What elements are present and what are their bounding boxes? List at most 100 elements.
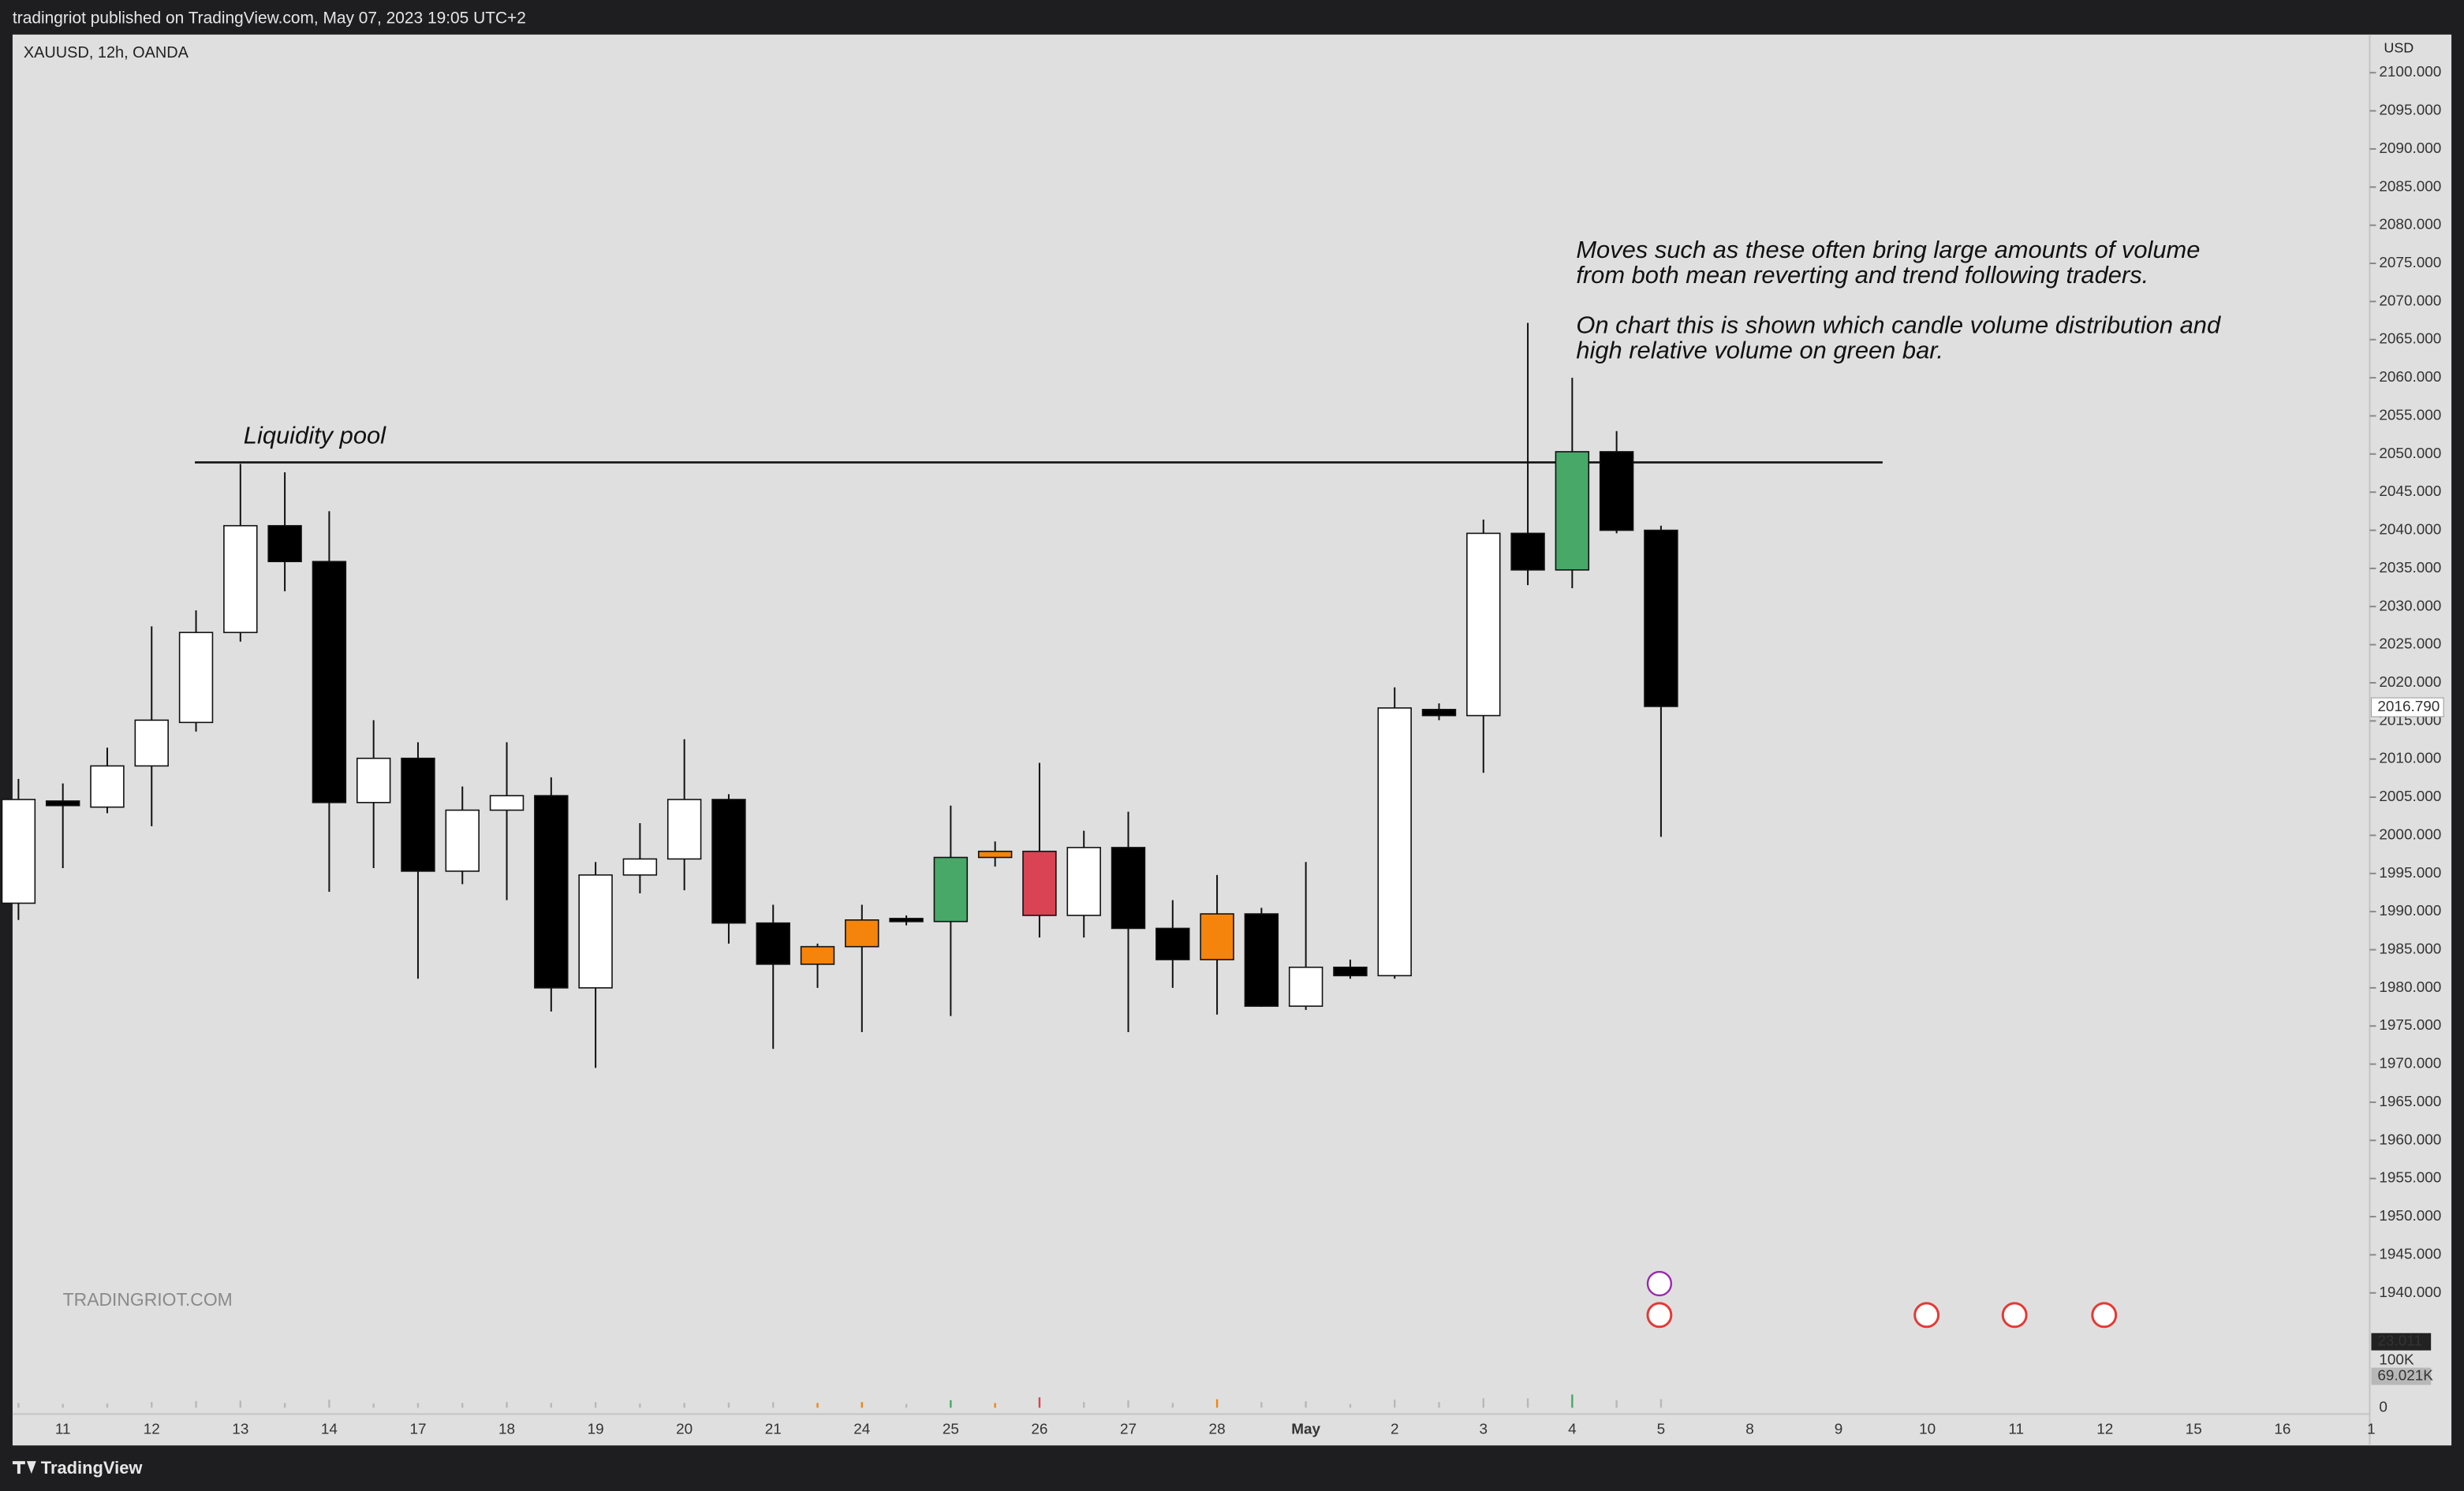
candle <box>1111 811 1146 1032</box>
volume-bar <box>950 1400 952 1408</box>
volume-bar <box>1571 1394 1574 1408</box>
candle <box>1466 519 1501 773</box>
badge-bg <box>2370 697 2444 718</box>
candle <box>666 739 702 891</box>
event-icons <box>1646 1270 2118 1329</box>
y-tick-label: 1965.000 <box>2379 1094 2441 1110</box>
volume-bar <box>17 1403 20 1408</box>
candle-body <box>312 561 347 803</box>
watermark: TRADINGRIOT.COM <box>63 1289 233 1310</box>
candle-body <box>933 856 969 923</box>
candle <box>711 794 746 944</box>
candle-body <box>1421 709 1457 717</box>
y-tick-label: 1995.000 <box>2379 865 2441 882</box>
volume-bar <box>1394 1400 1396 1408</box>
x-tick-label: 9 <box>1835 1421 1843 1437</box>
candle-body <box>1111 847 1146 930</box>
candle <box>534 777 569 1012</box>
candle <box>1066 830 1101 938</box>
x-tick-label: 27 <box>1120 1421 1137 1437</box>
candle <box>1 778 36 920</box>
publish-info: tradingriot published on TradingView.com… <box>13 9 526 27</box>
candle <box>1022 762 1057 938</box>
candle-body <box>1200 913 1234 960</box>
x-tick-label: 3 <box>1480 1421 1488 1437</box>
candle-body <box>1022 850 1057 916</box>
candle <box>90 747 125 814</box>
y-tick-label: 2065.000 <box>2379 331 2441 348</box>
x-tick-label: 17 <box>409 1421 426 1437</box>
y-tick-label: 1970.000 <box>2379 1056 2441 1072</box>
event-icon <box>1913 1302 1940 1329</box>
x-tick-label: 12 <box>2096 1421 2113 1437</box>
badge-label: 23.011 <box>2377 1333 2421 1350</box>
candle <box>1555 378 1590 589</box>
volume-bar <box>727 1402 730 1408</box>
volume-bar <box>1615 1400 1618 1408</box>
candle <box>800 943 835 988</box>
badge-label: 69.021K <box>2377 1368 2433 1385</box>
x-tick-label: 15 <box>2186 1421 2202 1437</box>
candle <box>267 472 302 591</box>
candle <box>223 464 258 642</box>
volume-bar <box>416 1403 420 1408</box>
x-tick-label: 12 <box>144 1421 160 1437</box>
candle-body <box>178 632 214 724</box>
candle <box>1377 687 1412 979</box>
candle-body <box>578 874 613 989</box>
volume-bar <box>1438 1402 1440 1408</box>
volume-bar <box>683 1403 685 1408</box>
y-tick-label: 2080.000 <box>2379 217 2441 233</box>
volume-bar <box>816 1403 819 1408</box>
candle-body <box>1555 451 1590 571</box>
candle <box>134 626 169 826</box>
y-tick-label: 2095.000 <box>2379 103 2441 119</box>
y-tick-label: 2055.000 <box>2379 407 2441 423</box>
candle <box>1244 908 1279 1008</box>
candle-body <box>622 858 658 876</box>
level-label: Liquidity pool <box>244 422 386 449</box>
x-tick-label: 14 <box>321 1421 338 1437</box>
candle <box>1200 874 1234 1015</box>
candle <box>1333 960 1368 979</box>
volume-bar <box>594 1402 597 1408</box>
y-tick-label: 1945.000 <box>2379 1246 2441 1262</box>
badge-bg <box>2371 1367 2432 1385</box>
candle-body <box>445 809 480 872</box>
candle-body <box>1333 966 1368 977</box>
x-tick-label: 11 <box>55 1421 71 1437</box>
volume-bar <box>550 1403 553 1408</box>
x-tick-label: 4 <box>1568 1421 1577 1437</box>
volume-tick-label: 0 <box>2379 1399 2387 1415</box>
volume-bar <box>1171 1403 1174 1408</box>
event-icon <box>2091 1302 2118 1329</box>
candle <box>1288 862 1323 1010</box>
candle <box>1599 431 1634 534</box>
x-tick-label: 25 <box>943 1421 959 1437</box>
candle-body <box>489 795 525 811</box>
x-tick-label: 2 <box>1391 1421 1399 1437</box>
x-tick-label: 13 <box>232 1421 248 1437</box>
volume-bar <box>506 1402 508 1408</box>
currency-label: USD <box>2384 40 2414 56</box>
volume-bar <box>239 1400 242 1408</box>
candle <box>622 822 658 893</box>
candle <box>1510 322 1545 586</box>
volume-badge: 23.011 <box>2371 1333 2432 1351</box>
volume-tick-label: 100K <box>2379 1352 2414 1369</box>
volume-bar <box>62 1403 64 1408</box>
y-tick-label: 1975.000 <box>2379 1017 2441 1034</box>
candle-body <box>1288 966 1323 1007</box>
candle-body <box>666 799 702 860</box>
footer-brand: TradingView <box>41 1458 144 1478</box>
candle-body <box>356 757 391 803</box>
y-tick-label: 1955.000 <box>2379 1170 2441 1187</box>
annotation-line: On chart this is shown which candle volu… <box>1576 311 2221 339</box>
volume-bar <box>195 1401 197 1408</box>
y-tick-label: 2035.000 <box>2379 560 2441 576</box>
candle-body <box>1 799 36 904</box>
volume-bar <box>1215 1399 1219 1408</box>
x-tick-label: 24 <box>853 1421 870 1437</box>
candle-body <box>1155 927 1190 960</box>
